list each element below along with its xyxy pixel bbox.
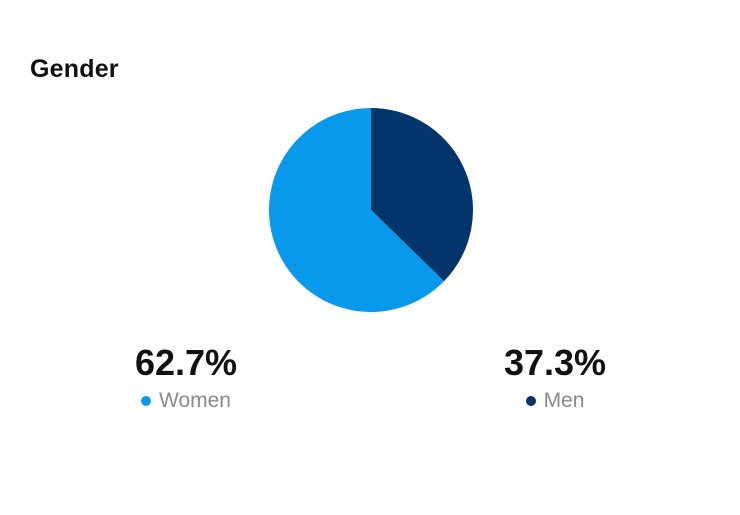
women-legend-label: Women: [159, 389, 231, 412]
women-stat: 62.7% Women: [76, 340, 296, 414]
women-slice: [269, 108, 445, 312]
men-legend-dot: [525, 396, 536, 406]
women-percentage: 62.7%: [134, 342, 238, 383]
men-slice: [371, 108, 474, 282]
men-stat: 37.3% Men: [445, 340, 665, 414]
gender-pie-chart: [269, 108, 474, 312]
men-legend-item: Men: [445, 388, 665, 414]
women-legend-item: Women: [76, 388, 296, 414]
men-legend-label: Men: [543, 389, 585, 412]
women-legend-dot: [141, 396, 151, 406]
chart-title: Gender: [30, 55, 119, 83]
men-percentage: 37.3%: [503, 342, 607, 383]
